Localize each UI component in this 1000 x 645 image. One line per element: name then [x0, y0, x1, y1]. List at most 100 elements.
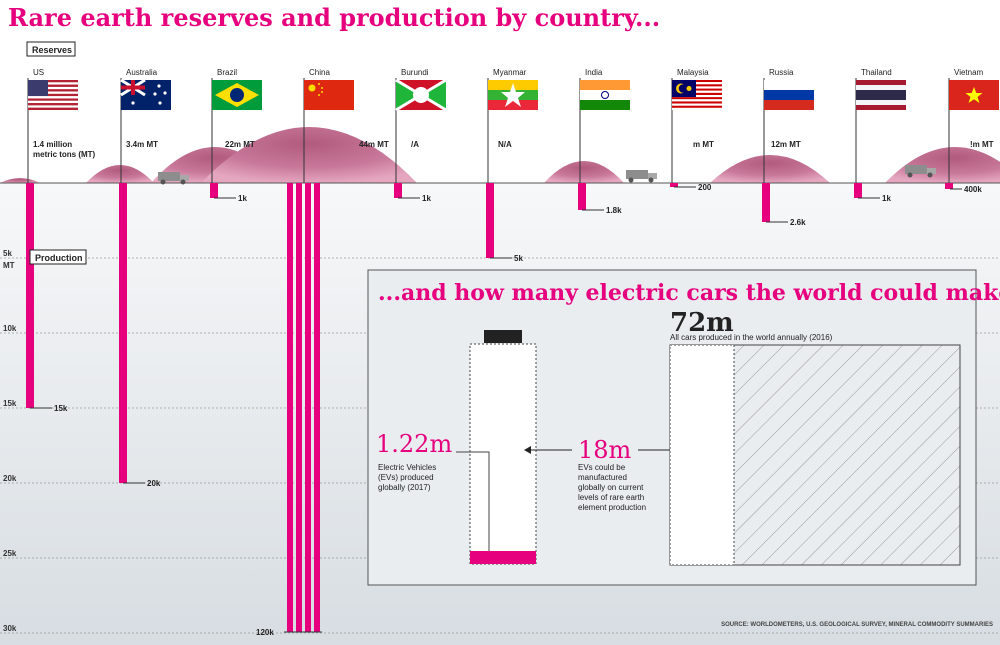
- country-russia: Russia 12m MT: [763, 68, 814, 183]
- ev-possible-share: [669, 344, 735, 566]
- country-vietnam: Vietnam !m MT: [948, 68, 999, 183]
- production-bar: [314, 183, 320, 632]
- country-name: China: [309, 68, 330, 77]
- reserve-label: m MT: [693, 140, 714, 149]
- country-name: Russia: [769, 68, 794, 77]
- reserve-mound: [86, 165, 154, 183]
- production-bar: [670, 183, 678, 187]
- country-burundi: Burundi/A: [395, 68, 447, 183]
- production-value-label: 5k: [514, 254, 523, 263]
- production-value-label: 400k: [964, 185, 982, 194]
- production-value-label: 20k: [147, 479, 161, 488]
- y-tick-label: 5k: [3, 249, 12, 258]
- country-name: Brazil: [217, 68, 237, 77]
- flag-australia-icon: [120, 78, 171, 110]
- flag-china-icon: [304, 80, 354, 110]
- reserves-label: Reserves: [32, 45, 72, 55]
- flag-thailand-icon: [856, 80, 906, 110]
- ev-possible-line-1: EVs could be: [578, 463, 626, 472]
- country-myanmar: Myanmar N/A: [487, 68, 538, 183]
- ev-total-label: All cars produced in the world annually …: [670, 333, 833, 342]
- production-bar: [578, 183, 586, 210]
- reserve-mound: [0, 178, 40, 183]
- production-bar: [287, 183, 293, 632]
- reserves-tag: Reserves: [26, 41, 76, 57]
- flag-malaysia-icon: [672, 80, 722, 110]
- production-bar: [119, 183, 127, 483]
- truck-icon: [905, 165, 936, 178]
- arrow-left-icon: [524, 446, 572, 454]
- flag-india-icon: [580, 80, 630, 110]
- reserve-label: !m MT: [970, 140, 994, 149]
- flag-vietnam-icon: [949, 80, 999, 110]
- y-tick-label: 10k: [3, 324, 17, 333]
- battery-icon: [469, 330, 537, 565]
- production-bar: [296, 183, 302, 632]
- flag-burundi-icon: [395, 78, 447, 112]
- reserve-label: 44m MT: [359, 140, 389, 149]
- production-bar: [486, 183, 494, 258]
- production-bar: [854, 183, 862, 198]
- ev-produced-line-3: globally (2017): [378, 483, 431, 492]
- flag-brazil-icon: [212, 80, 262, 110]
- production-bar: [210, 183, 218, 198]
- reserve-mounds: [0, 127, 1000, 183]
- production-value-label: 120k: [256, 628, 274, 637]
- reserve-label: 22m MT: [225, 140, 255, 149]
- reserve-label: /A: [411, 140, 419, 149]
- ev-panel: ...and how many electric cars the world …: [367, 269, 1000, 586]
- production-bar: [762, 183, 770, 222]
- production-bar: [394, 183, 402, 198]
- source-note: SOURCE: WORLDOMETERS, U.S. GEOLOGICAL SU…: [721, 622, 993, 628]
- production-value-label: 2.6k: [790, 218, 806, 227]
- all-cars-box: [669, 344, 961, 566]
- ev-total-value: 72m: [670, 308, 734, 338]
- country-name: Thailand: [861, 68, 892, 77]
- country-name: Vietnam: [954, 68, 984, 77]
- country-china: China 44m MT: [303, 68, 389, 183]
- ev-possible-value: 18m: [578, 436, 632, 464]
- reserve-label: N/A: [498, 140, 512, 149]
- country-thailand: Thailand: [855, 68, 906, 183]
- country-brazil: Brazil 22m MT: [211, 68, 262, 183]
- reserve-label: metric tons (MT): [33, 150, 96, 159]
- production-value-label: 1.8k: [606, 206, 622, 215]
- reserve-label: 1.4 million: [33, 140, 72, 149]
- y-tick-label: 30k: [3, 624, 17, 633]
- y-tick-label: 25k: [3, 549, 17, 558]
- reserve-label: 3.4m MT: [126, 140, 158, 149]
- country-name: India: [585, 68, 603, 77]
- reserve-mound: [710, 155, 830, 183]
- country-australia: Australia 3.4m MT: [120, 68, 171, 183]
- production-bar: [945, 183, 953, 189]
- production-bar: [26, 183, 34, 408]
- ev-heading: ...and how many electric cars the world …: [378, 280, 1000, 306]
- country-malaysia: Malaysia m MT: [671, 68, 722, 183]
- reserve-mound: [544, 161, 624, 183]
- country-name: Myanmar: [493, 68, 527, 77]
- production-value-label: 200: [698, 183, 712, 192]
- country-name: Malaysia: [677, 68, 709, 77]
- ev-produced-value: 1.22m: [376, 430, 452, 458]
- production-value-label: 15k: [54, 404, 68, 413]
- ev-possible-line-2: manufactured: [578, 473, 627, 482]
- truck-icon: [626, 170, 657, 183]
- country-name: Burundi: [401, 68, 429, 77]
- production-label: Production: [35, 253, 83, 263]
- y-tick-label: 20k: [3, 474, 17, 483]
- reserve-mound: [201, 127, 417, 183]
- country-name: US: [33, 68, 44, 77]
- production-value-label: 1k: [882, 194, 891, 203]
- ev-possible-line-4: levels of rare earth: [578, 493, 644, 502]
- country-name: Australia: [126, 68, 158, 77]
- production-bar: [305, 183, 311, 632]
- flag-russia-icon: [764, 80, 814, 110]
- production-bars: 15k 20k 1k 120k 1k 5k 1.8k 200 2.6k 1k 400k: [26, 183, 982, 637]
- production-value-label: 1k: [238, 194, 247, 203]
- production-value-label: 1k: [422, 194, 431, 203]
- ev-possible-line-3: globally on current: [578, 483, 644, 492]
